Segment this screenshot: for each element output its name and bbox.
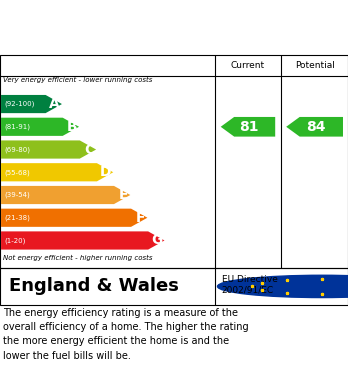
Polygon shape (1, 95, 62, 113)
Polygon shape (1, 140, 96, 159)
Text: Energy Efficiency Rating: Energy Efficiency Rating (9, 30, 219, 45)
Polygon shape (286, 117, 343, 136)
Polygon shape (1, 186, 130, 204)
Circle shape (218, 275, 348, 298)
Text: 84: 84 (306, 120, 326, 134)
Text: (92-100): (92-100) (4, 101, 34, 107)
Text: F: F (136, 211, 145, 225)
Text: (81-91): (81-91) (4, 124, 30, 130)
Text: (69-80): (69-80) (4, 146, 30, 153)
Polygon shape (1, 163, 113, 181)
Text: (1-20): (1-20) (4, 237, 25, 244)
Text: B: B (66, 120, 77, 134)
Text: (21-38): (21-38) (4, 215, 30, 221)
Text: (55-68): (55-68) (4, 169, 30, 176)
Text: England & Wales: England & Wales (9, 277, 179, 296)
Text: A: A (49, 97, 60, 111)
Text: 81: 81 (239, 120, 259, 134)
Polygon shape (1, 209, 148, 227)
Text: The energy efficiency rating is a measure of the
overall efficiency of a home. T: The energy efficiency rating is a measur… (3, 308, 249, 361)
Text: (39-54): (39-54) (4, 192, 30, 198)
Text: EU Directive
2002/91/EC: EU Directive 2002/91/EC (222, 275, 278, 294)
Text: Not energy efficient - higher running costs: Not energy efficient - higher running co… (3, 255, 153, 261)
Text: C: C (84, 143, 94, 156)
Text: Very energy efficient - lower running costs: Very energy efficient - lower running co… (3, 77, 153, 83)
Text: G: G (151, 233, 163, 248)
Polygon shape (221, 117, 275, 136)
Text: Potential: Potential (295, 61, 334, 70)
Polygon shape (1, 118, 79, 136)
Text: D: D (100, 165, 111, 179)
Text: Current: Current (231, 61, 265, 70)
Polygon shape (1, 231, 165, 249)
Text: E: E (119, 188, 128, 202)
